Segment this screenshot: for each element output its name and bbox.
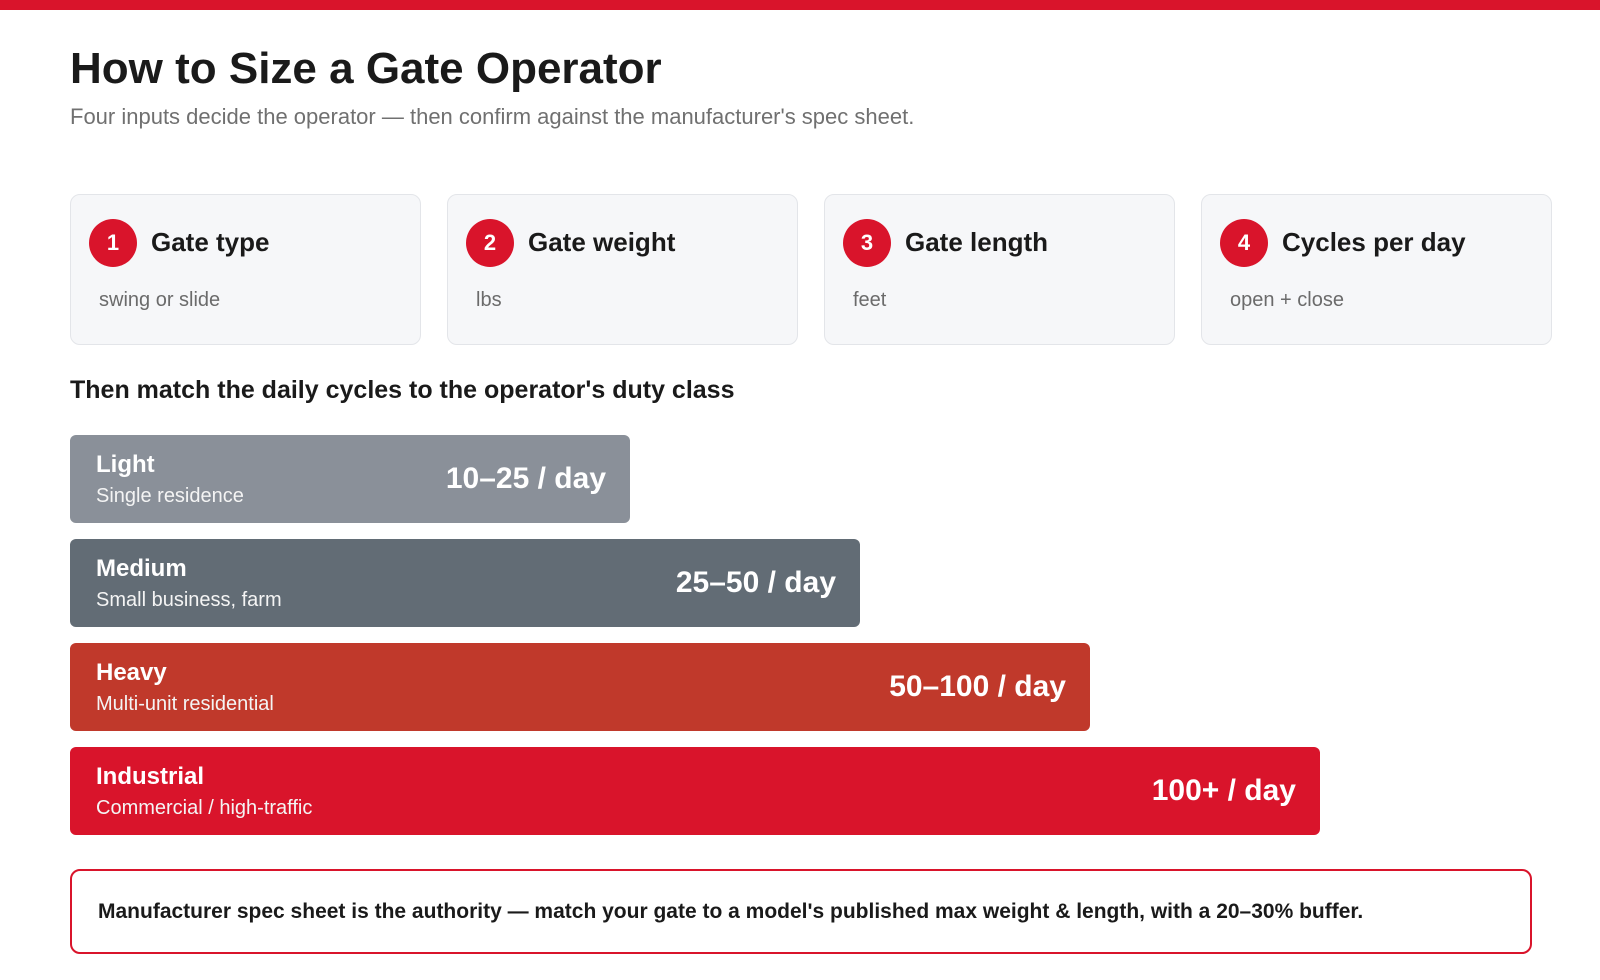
duty-class-range: 50–100 / day	[889, 670, 1066, 703]
step-title: Cycles per day	[1282, 227, 1466, 257]
step-title: Gate weight	[528, 227, 676, 257]
step-card-gate-type: 1 Gate type swing or slide	[70, 194, 421, 345]
page-subtitle: Four inputs decide the operator — then c…	[70, 104, 915, 129]
step-card-gate-weight: 2 Gate weight lbs	[447, 194, 798, 345]
step-description: feet	[853, 289, 887, 311]
step-number-badge: 3	[843, 219, 891, 267]
step-description: lbs	[476, 289, 502, 311]
duty-class-range: 100+ / day	[1151, 774, 1296, 807]
step-description: open + close	[1230, 289, 1344, 311]
accent-top-bar	[0, 0, 1600, 10]
duty-class-name: Heavy	[96, 659, 167, 686]
step-title: Gate length	[905, 227, 1049, 257]
duty-class-name: Light	[96, 451, 155, 478]
duty-class-use: Single residence	[96, 485, 244, 507]
duty-class-range: 25–50 / day	[675, 566, 836, 599]
duty-bar-industrial: Industrial Commercial / high-traffic 100…	[70, 747, 1320, 835]
duty-class-range: 10–25 / day	[445, 462, 606, 495]
step-number-badge: 2	[466, 219, 514, 267]
step-card-gate-length: 3 Gate length feet	[824, 194, 1175, 345]
page-title: How to Size a Gate Operator	[70, 44, 662, 93]
duty-class-use: Multi-unit residential	[96, 693, 274, 715]
callout-text: Manufacturer spec sheet is the authority…	[98, 899, 1364, 923]
duty-bar-heavy: Heavy Multi-unit residential 50–100 / da…	[70, 643, 1090, 731]
step-card-cycles-per-day: 4 Cycles per day open + close	[1201, 194, 1552, 345]
duty-class-name: Industrial	[96, 763, 205, 790]
step-title: Gate type	[151, 227, 270, 257]
duty-class-heading: Then match the daily cycles to the opera…	[70, 376, 735, 404]
step-number-badge: 4	[1220, 219, 1268, 267]
duty-class-use: Commercial / high-traffic	[96, 797, 313, 819]
duty-bar-light: Light Single residence 10–25 / day	[70, 435, 630, 523]
duty-class-name: Medium	[96, 555, 187, 582]
duty-bar-medium: Medium Small business, farm 25–50 / day	[70, 539, 860, 627]
duty-class-use: Small business, farm	[96, 589, 282, 611]
spec-sheet-callout: Manufacturer spec sheet is the authority…	[70, 869, 1532, 954]
step-description: swing or slide	[99, 289, 221, 311]
step-number-badge: 1	[89, 219, 137, 267]
